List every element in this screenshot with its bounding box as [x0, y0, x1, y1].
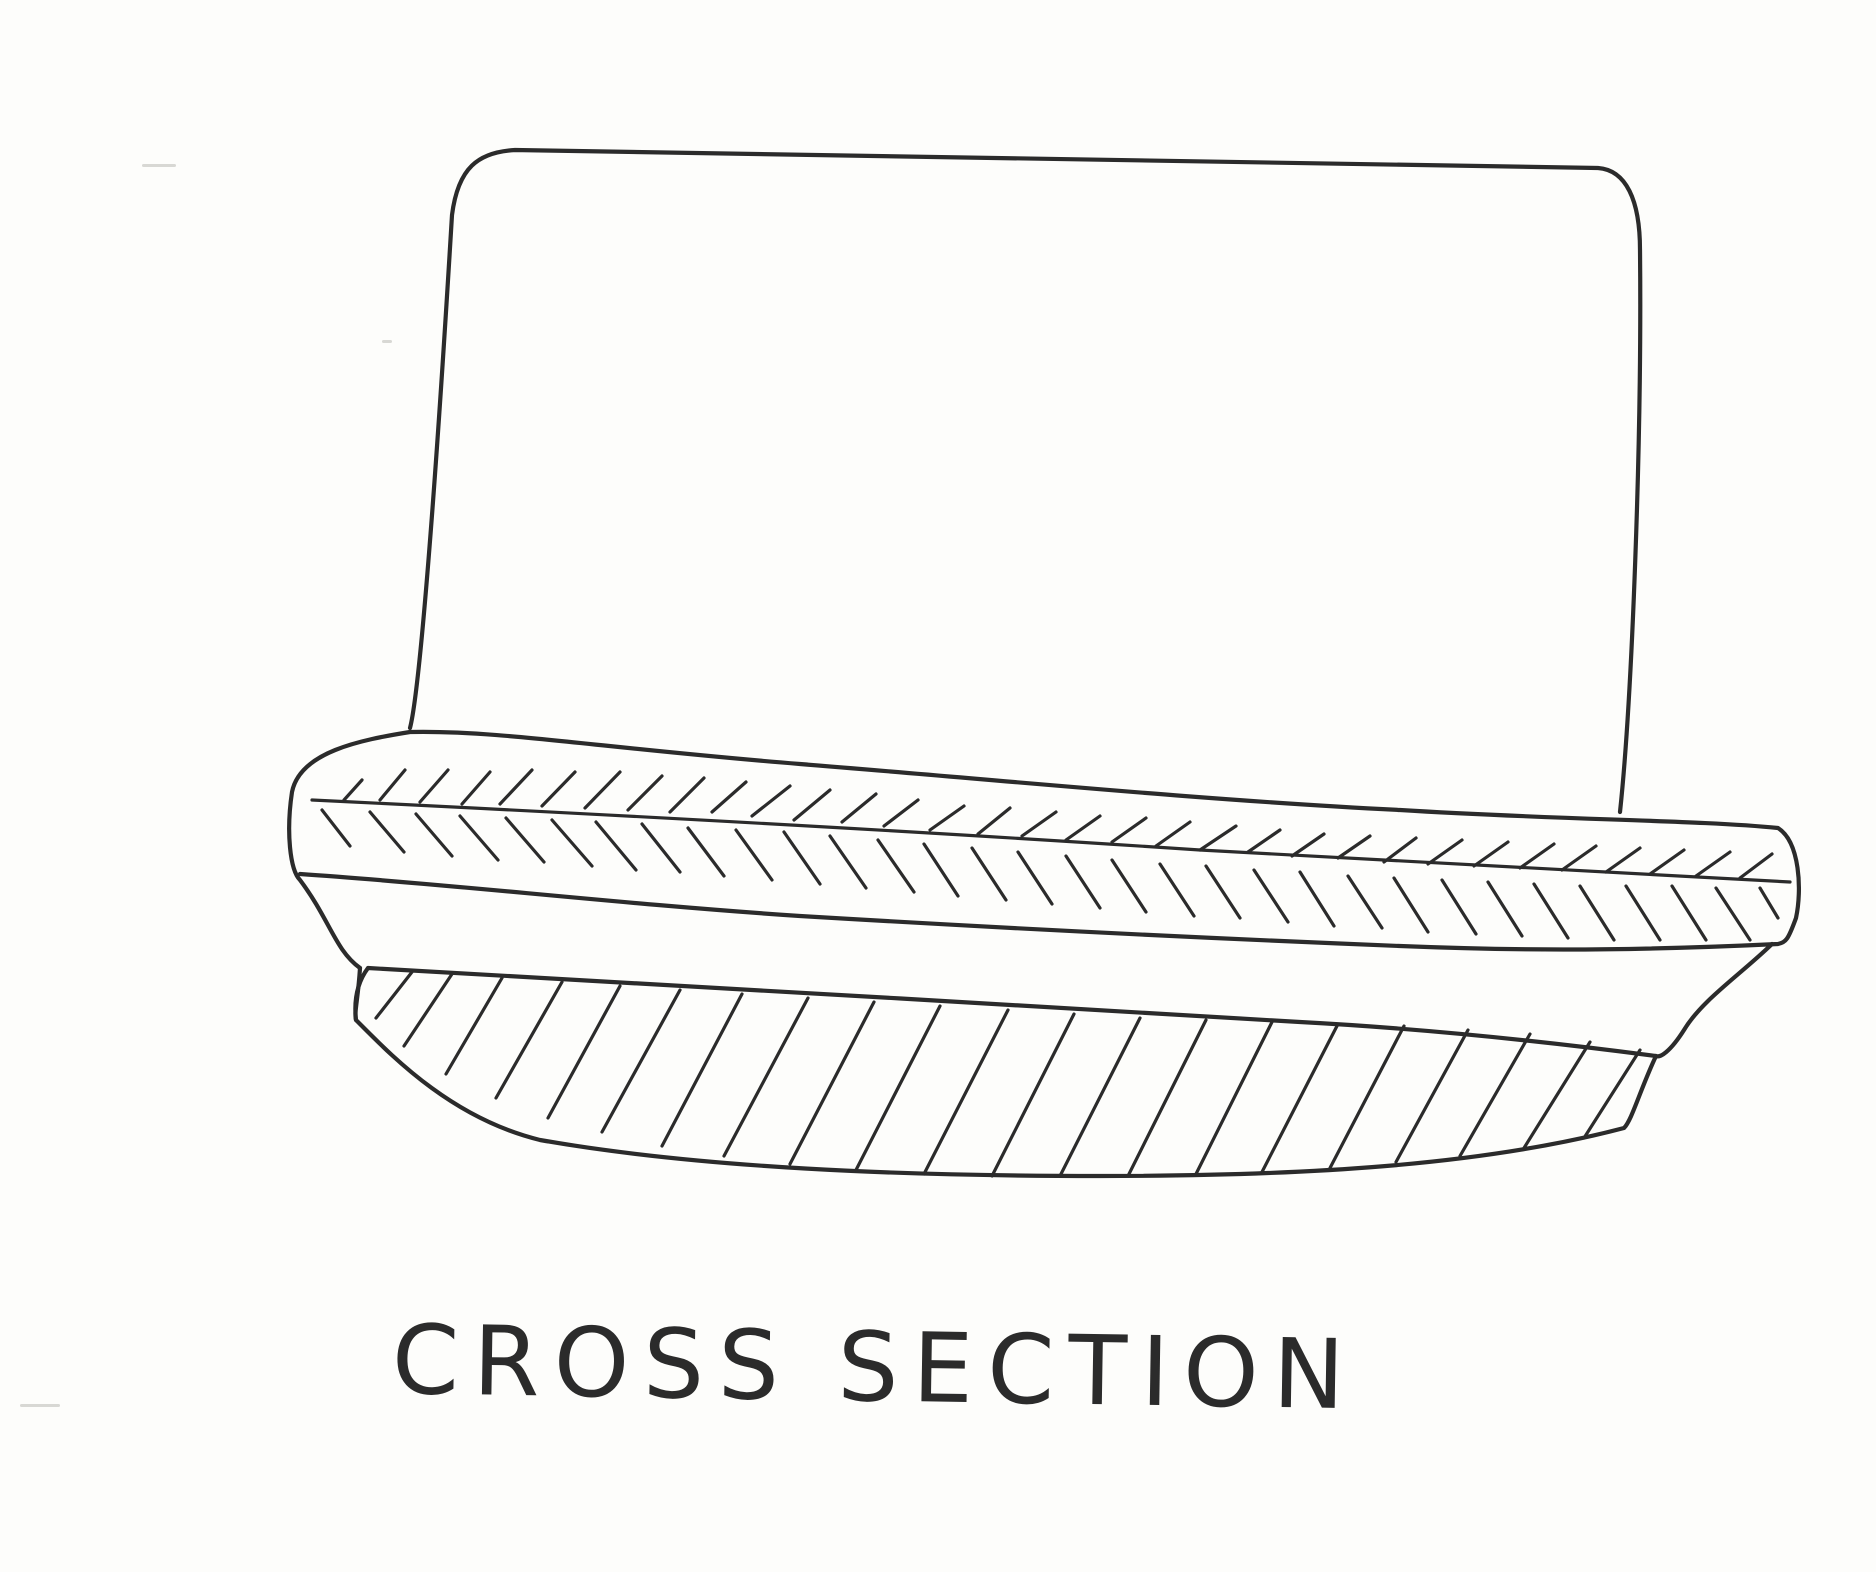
upper-band-hatching-bottom	[320, 808, 1780, 942]
upper-band-divider	[310, 798, 1792, 884]
lower-band-outline	[353, 965, 1659, 1179]
lower-body-outline	[353, 941, 1775, 1059]
upper-band-outline	[287, 729, 1801, 971]
scan-speck	[382, 340, 392, 343]
upper-block-outline	[407, 147, 1643, 815]
lower-band-hatching	[374, 970, 1642, 1178]
scan-speck	[20, 1404, 60, 1407]
cross-section-caption: CROSS SECTION	[391, 1304, 1360, 1432]
upper-band-hatching-top	[342, 768, 1774, 880]
scan-speck	[142, 164, 176, 167]
